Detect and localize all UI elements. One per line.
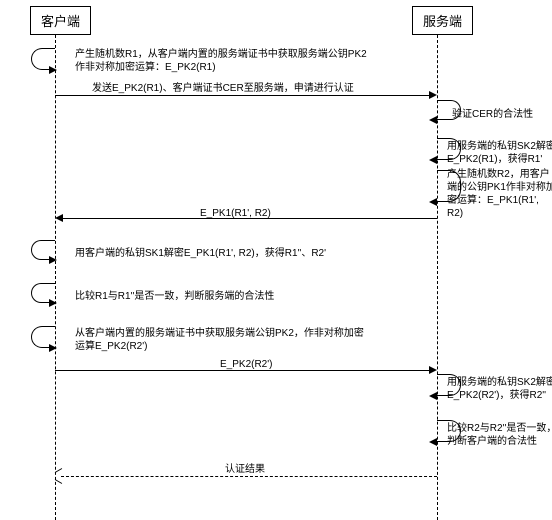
msg-text-9: E_PK2(R2') [220,358,320,371]
self-head-4 [429,198,437,206]
self-head-10 [429,392,437,400]
arrow-1 [55,95,431,96]
arrow-head-1 [429,91,437,99]
self-head-11 [429,438,437,446]
arrow-12 [61,476,437,477]
actor-client-box: 客户端 [30,6,91,35]
self-call-6 [31,240,55,260]
self-head-2 [429,116,437,124]
self-head-3 [429,156,437,164]
arrow-head-9 [429,366,437,374]
self-call-8 [31,326,55,348]
msg-text-2: 验证CER的合法性 [452,108,552,121]
msg-text-8: 从客户端内置的服务端证书中获取服务端公钥PK2，作非对称加密运算E_PK2(R2… [75,327,365,353]
actor-server-box: 服务端 [412,6,473,35]
msg-text-12: 认证结果 [225,463,305,476]
msg-text-5: E_PK1(R1', R2) [200,207,330,220]
client-label: 客户端 [41,14,80,29]
self-call-7 [31,283,55,303]
msg-text-10: 用服务端的私钥SK2解密E_PK2(R2')，获得R2'' [447,376,552,402]
arrow-head-12 [55,472,63,480]
self-call-0 [31,48,55,70]
server-label: 服务端 [423,14,462,29]
msg-text-7: 比较R1与R1''是否一致，判断服务端的合法性 [75,290,405,303]
msg-text-4: 产生随机数R2，用客户端的公钥PK1作非对称加密运算：E_PK1(R1', R2… [447,168,552,220]
msg-text-3: 用服务端的私钥SK2解密E_PK2(R1)，获得R1' [447,140,552,166]
lifeline-server [437,30,438,520]
msg-text-0: 产生随机数R1，从客户端内置的服务端证书中获取服务端公钥PK2作非对称加密运算：… [75,48,375,74]
msg-text-6: 用客户端的私钥SK1解密E_PK1(R1', R2)，获得R1''、R2' [75,247,405,260]
arrow-head-5 [55,214,63,222]
lifeline-client [55,30,56,520]
msg-text-1: 发送E_PK2(R1)、客户端证书CER至服务端，申请进行认证 [92,82,422,95]
msg-text-11: 比较R2与R2''是否一致，判断客户端的合法性 [447,422,552,448]
